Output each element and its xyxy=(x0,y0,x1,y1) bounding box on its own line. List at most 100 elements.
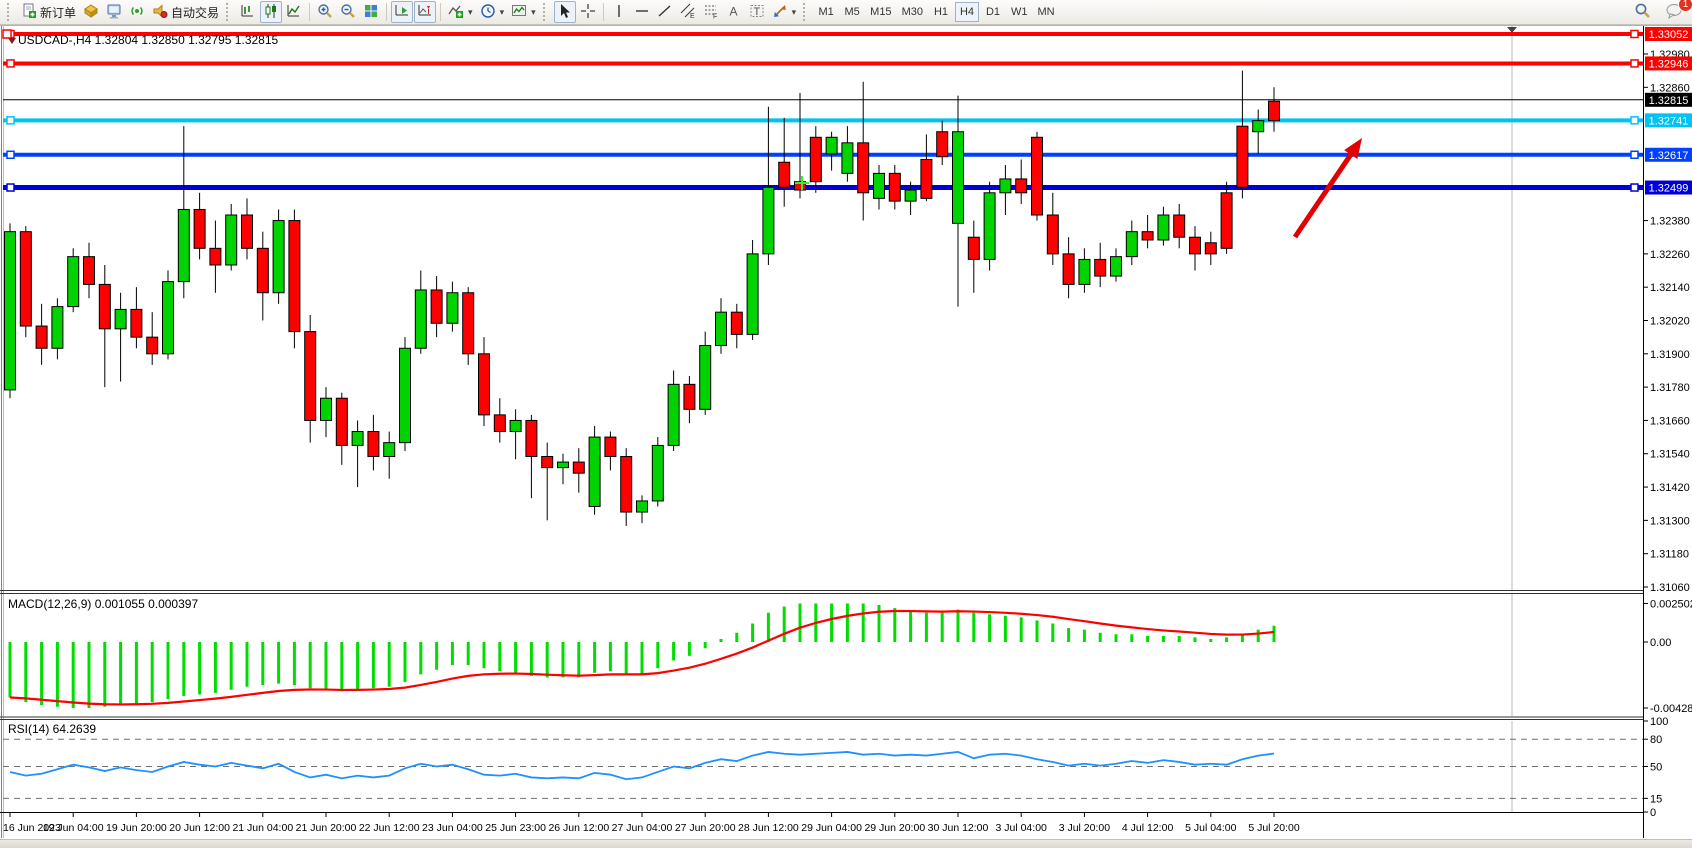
vertical-line-icon xyxy=(611,3,627,22)
toolbar-separator xyxy=(386,3,388,21)
chevron-down-icon: ▾ xyxy=(531,6,536,17)
signal-button[interactable] xyxy=(126,1,148,23)
svg-text:4 Jul 12:00: 4 Jul 12:00 xyxy=(1122,822,1174,834)
timeframe-m1-button[interactable]: M1 xyxy=(814,2,838,22)
svg-text:26 Jun 12:00: 26 Jun 12:00 xyxy=(548,822,609,834)
auto-trading-button[interactable]: 自动交易 xyxy=(149,1,222,23)
svg-text:1.32380: 1.32380 xyxy=(1650,216,1690,228)
auto-trading-icon xyxy=(152,3,168,22)
timeframe-h1-button[interactable]: H1 xyxy=(929,2,953,22)
svg-text:1.32815: 1.32815 xyxy=(1649,95,1689,107)
timeframe-w1-button[interactable]: W1 xyxy=(1007,2,1032,22)
svg-text:1.31660: 1.31660 xyxy=(1650,415,1690,427)
candlestick-chart-button[interactable] xyxy=(260,1,283,23)
auto-scroll-button[interactable] xyxy=(391,1,414,23)
svg-text:22 Jun 12:00: 22 Jun 12:00 xyxy=(359,822,420,834)
toolbar-separator xyxy=(309,3,311,21)
bar-chart-button[interactable] xyxy=(237,1,259,23)
text-label-button[interactable]: T xyxy=(746,1,768,23)
svg-text:15: 15 xyxy=(1650,793,1662,805)
timeframe-m5-button[interactable]: M5 xyxy=(840,2,864,22)
new-order-icon xyxy=(21,3,37,22)
timeframe-m30-button[interactable]: M30 xyxy=(898,2,927,22)
svg-text:0: 0 xyxy=(1650,807,1656,819)
svg-text:100: 100 xyxy=(1650,716,1668,728)
status-bar xyxy=(0,839,1692,848)
svg-text:5 Jul 20:00: 5 Jul 20:00 xyxy=(1248,822,1300,834)
timeframe-m15-button[interactable]: M15 xyxy=(866,2,895,22)
crosshair-button[interactable] xyxy=(577,1,599,23)
svg-text:-0.004283: -0.004283 xyxy=(1650,703,1692,715)
candlestick-chart-icon xyxy=(263,3,279,22)
chart-shift-icon xyxy=(417,3,433,22)
trendline-icon xyxy=(657,3,673,22)
svg-text:5 Jul 04:00: 5 Jul 04:00 xyxy=(1185,822,1237,834)
chevron-down-icon: ▾ xyxy=(791,6,797,17)
toolbar-separator xyxy=(602,3,604,21)
svg-text:1.31900: 1.31900 xyxy=(1650,349,1690,361)
chevron-down-icon: ▾ xyxy=(468,6,473,17)
svg-text:25 Jun 23:00: 25 Jun 23:00 xyxy=(485,822,546,834)
search-button[interactable] xyxy=(1631,1,1654,23)
timeframe-d1-button[interactable]: D1 xyxy=(981,2,1005,22)
svg-text:1.32499: 1.32499 xyxy=(1649,183,1689,195)
svg-text:1.32260: 1.32260 xyxy=(1650,249,1690,261)
tile-windows-button[interactable] xyxy=(360,1,382,23)
timeframe-mn-button[interactable]: MN xyxy=(1033,2,1058,22)
svg-text:27 Jun 20:00: 27 Jun 20:00 xyxy=(675,822,736,834)
timeframe-h4-button[interactable]: H4 xyxy=(954,2,979,22)
cursor-button[interactable] xyxy=(553,1,576,23)
svg-text:1.33052: 1.33052 xyxy=(1649,29,1689,41)
periods-button[interactable]: ▾ xyxy=(477,1,508,23)
svg-text:1.32020: 1.32020 xyxy=(1650,315,1690,327)
notification-badge[interactable]: 1 xyxy=(1678,0,1692,12)
svg-text:1.32741: 1.32741 xyxy=(1649,115,1689,127)
toolbar-grip[interactable] xyxy=(803,3,810,21)
svg-text:1.31180: 1.31180 xyxy=(1650,549,1689,561)
svg-text:28 Jun 12:00: 28 Jun 12:00 xyxy=(738,822,799,834)
svg-text:20 Jun 12:00: 20 Jun 12:00 xyxy=(169,822,230,834)
chart-shift-button[interactable] xyxy=(414,1,437,23)
fibonacci-icon: F xyxy=(703,3,719,22)
zoom-out-button[interactable] xyxy=(337,1,359,23)
equidistant-channel-button[interactable]: E xyxy=(677,1,699,23)
svg-text:21 Jun 20:00: 21 Jun 20:00 xyxy=(296,822,357,834)
arrow-tools-button[interactable]: ▾ xyxy=(769,1,800,23)
svg-text:29 Jun 04:00: 29 Jun 04:00 xyxy=(801,822,862,834)
market-watch-icon xyxy=(83,3,99,22)
svg-text:1.32617: 1.32617 xyxy=(1649,150,1689,162)
toolbar-grip[interactable] xyxy=(542,3,550,21)
templates-button[interactable]: ▾ xyxy=(508,1,539,23)
new-order-label: 新订单 xyxy=(40,5,77,20)
vertical-line-button[interactable] xyxy=(608,1,630,23)
timeframe-toolbar: M1 M5 M15 M30 H1 H4 D1 W1 MN xyxy=(814,2,1058,22)
svg-text:E: E xyxy=(690,13,695,19)
fibonacci-button[interactable]: F xyxy=(700,1,722,23)
indicators-button[interactable]: ▾ xyxy=(445,1,476,23)
trendline-button[interactable] xyxy=(654,1,676,23)
market-watch-button[interactable] xyxy=(80,1,102,23)
text-button[interactable]: A xyxy=(723,1,745,23)
svg-text:F: F xyxy=(713,13,717,19)
indicators-icon xyxy=(448,3,464,22)
new-order-button[interactable]: 新订单 xyxy=(18,1,79,23)
line-chart-button[interactable] xyxy=(283,1,305,23)
line-chart-icon xyxy=(286,3,302,22)
svg-text:1.31540: 1.31540 xyxy=(1650,449,1690,461)
cursor-icon xyxy=(557,3,573,22)
svg-text:50: 50 xyxy=(1650,762,1662,774)
horizontal-line-icon xyxy=(634,3,650,22)
svg-text:1.32946: 1.32946 xyxy=(1649,58,1689,70)
zoom-out-icon xyxy=(340,3,356,22)
chevron-down-icon: ▾ xyxy=(499,6,505,17)
svg-text:0.002502: 0.002502 xyxy=(1650,598,1692,610)
svg-text:21 Jun 04:00: 21 Jun 04:00 xyxy=(232,822,293,834)
toolbar-grip[interactable] xyxy=(226,3,233,21)
horizontal-line-button[interactable] xyxy=(631,1,653,23)
toolbar-grip[interactable] xyxy=(7,3,14,21)
bar-chart-icon xyxy=(240,3,256,22)
zoom-in-button[interactable] xyxy=(314,1,336,23)
terminal-button[interactable] xyxy=(103,1,125,23)
